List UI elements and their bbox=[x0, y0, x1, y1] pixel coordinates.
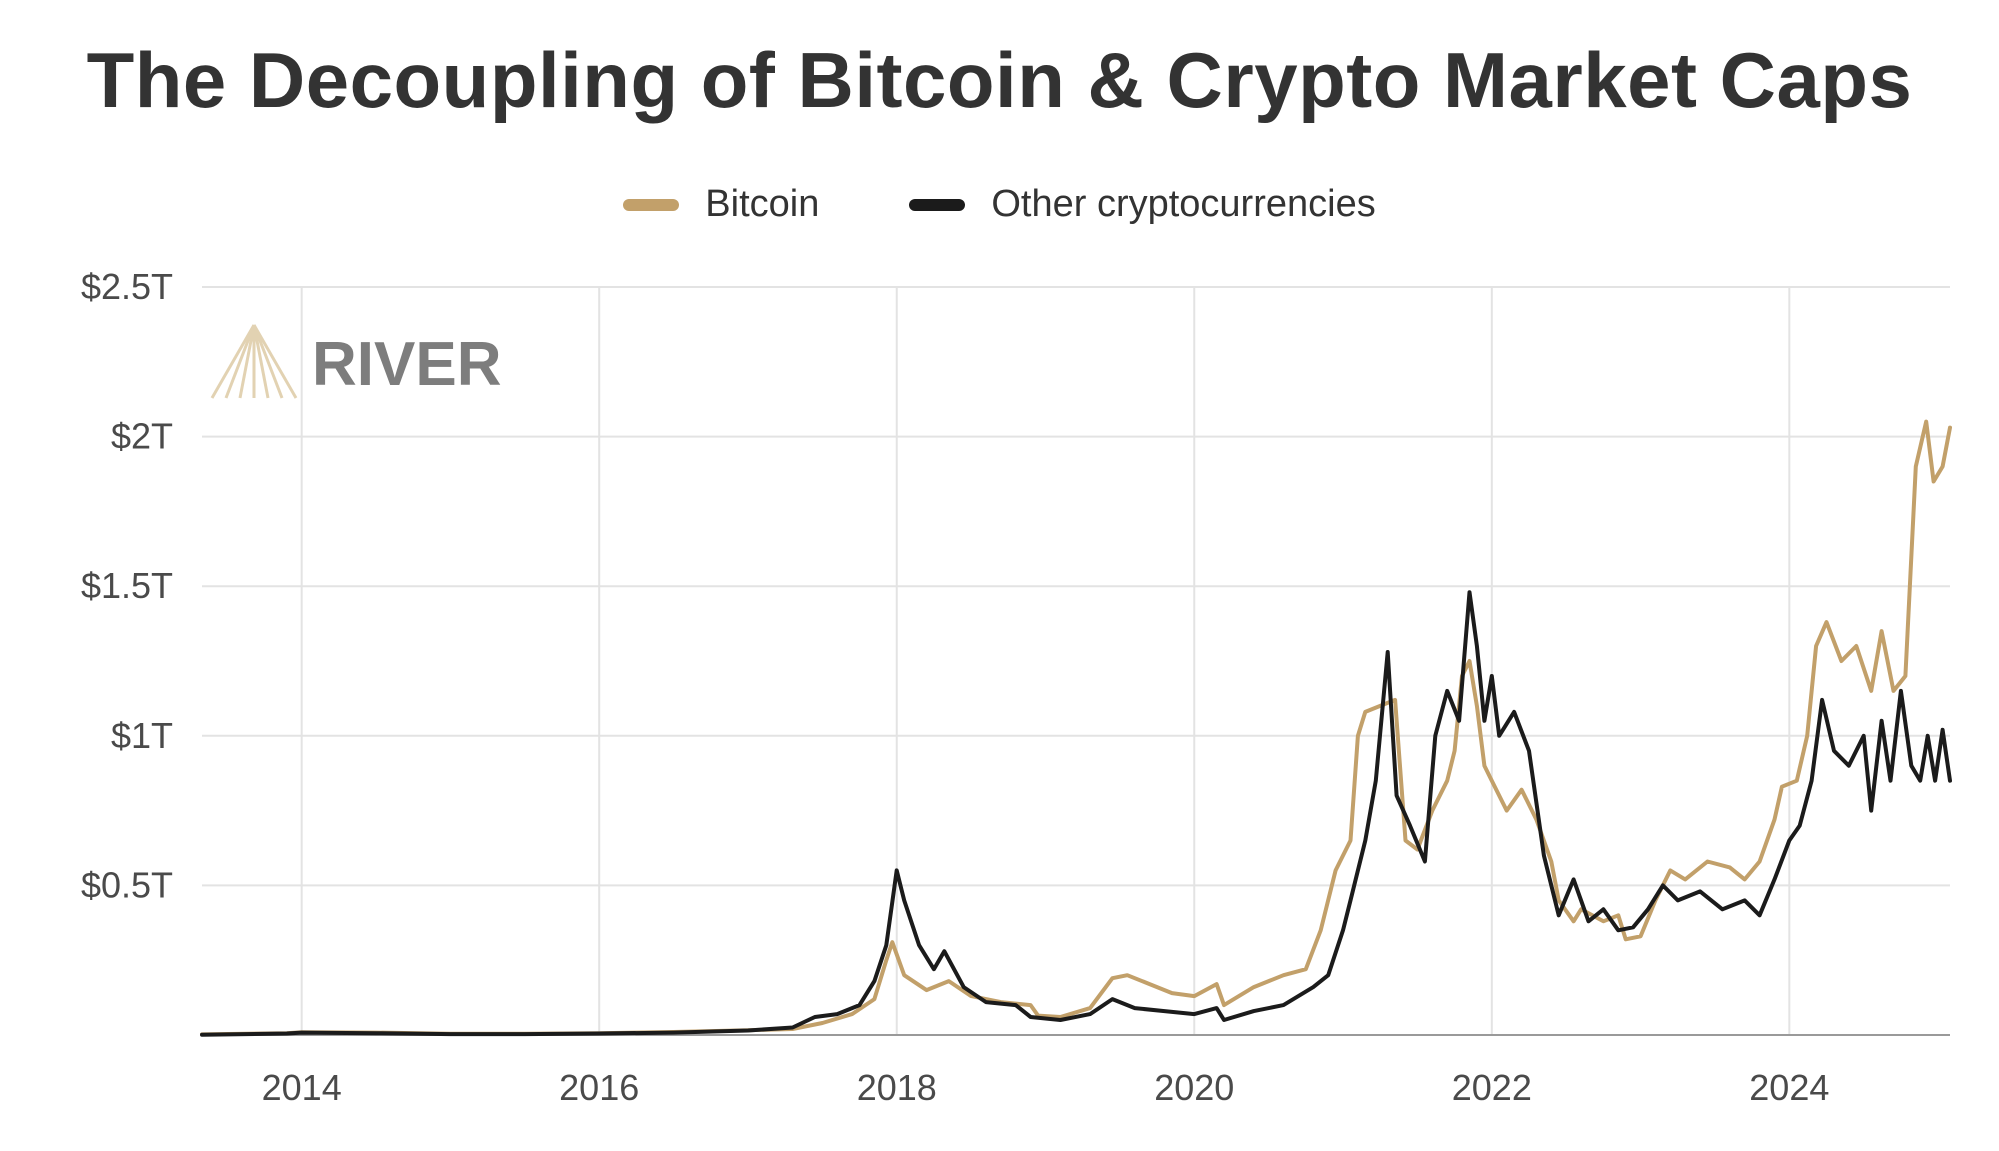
x-tick-label: 2020 bbox=[1154, 1067, 1234, 1108]
x-tick-label: 2022 bbox=[1452, 1067, 1532, 1108]
y-tick-label: $0.5T bbox=[81, 864, 173, 905]
legend-item-bitcoin[interactable]: Bitcoin bbox=[623, 183, 819, 226]
grid bbox=[202, 286, 1950, 1035]
x-axis: 2014 2016 2018 2020 2022 2024 bbox=[262, 1067, 1830, 1108]
river-logo-icon bbox=[210, 324, 298, 399]
legend-swatch-other-cryptocurrencies bbox=[909, 198, 966, 211]
series-line-other-cryptocurrencies[interactable] bbox=[200, 590, 1952, 1037]
legend-label-bitcoin: Bitcoin bbox=[705, 183, 820, 225]
river-watermark: RIVER bbox=[210, 324, 501, 399]
y-tick-label: $2T bbox=[111, 416, 173, 457]
chart-title: The Decoupling of Bitcoin & Crypto Marke… bbox=[86, 36, 1913, 124]
legend: Bitcoin Other cryptocurrencies bbox=[0, 183, 1999, 226]
y-tick-label: $1T bbox=[111, 715, 173, 756]
x-tick-label: 2016 bbox=[559, 1067, 639, 1108]
x-tick-label: 2014 bbox=[262, 1067, 342, 1108]
y-axis: $0.5T $1T $1.5T $2T $2.5T bbox=[81, 266, 173, 905]
legend-swatch-bitcoin bbox=[623, 198, 680, 211]
legend-item-other-cryptocurrencies[interactable]: Other cryptocurrencies bbox=[909, 183, 1376, 226]
y-tick-label: $2.5T bbox=[81, 266, 173, 307]
series-line-bitcoin[interactable] bbox=[200, 419, 1952, 1037]
x-tick-label: 2024 bbox=[1749, 1067, 1829, 1108]
legend-label-other-cryptocurrencies: Other cryptocurrencies bbox=[991, 183, 1376, 225]
y-tick-label: $1.5T bbox=[81, 565, 173, 606]
river-logo-text: RIVER bbox=[312, 330, 501, 399]
series-lines bbox=[200, 419, 1952, 1037]
x-tick-label: 2018 bbox=[857, 1067, 937, 1108]
